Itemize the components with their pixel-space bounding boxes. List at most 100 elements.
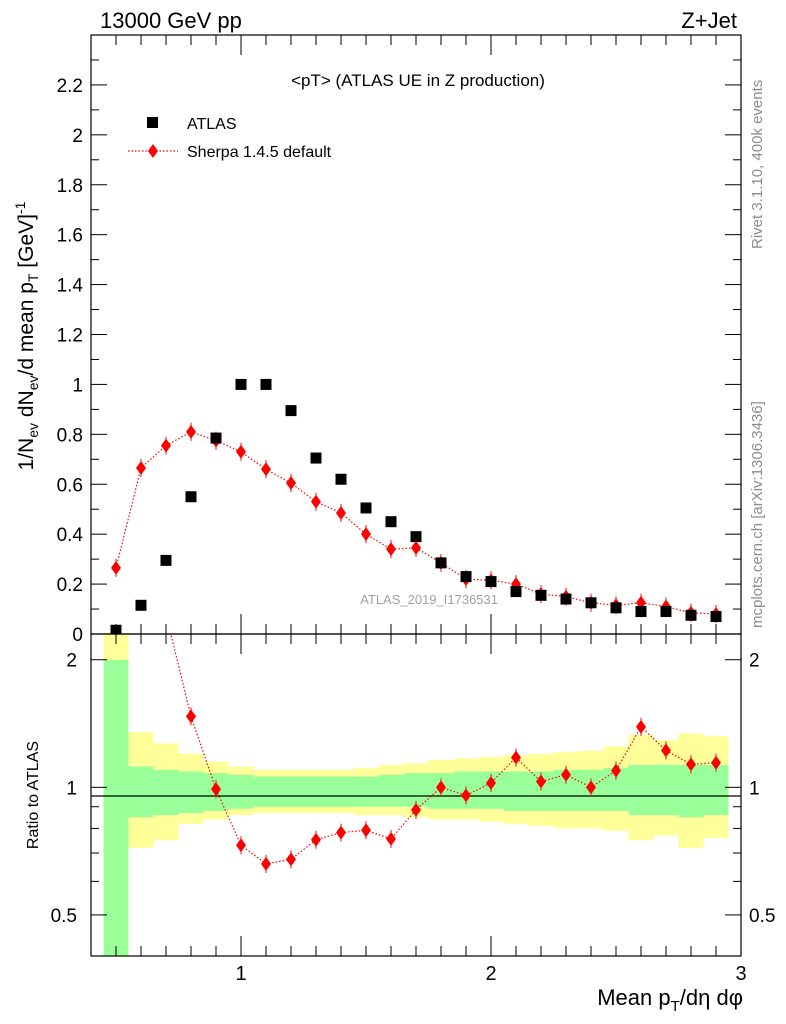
band-inner	[378, 774, 404, 807]
ratio-y-tick-label: 0.5	[51, 906, 77, 927]
main-y-tick-label: 0.2	[57, 575, 83, 596]
mc-point-main	[311, 494, 321, 509]
mc-point-ratio	[436, 780, 446, 795]
mc-point-ratio	[211, 782, 221, 797]
atlas-point	[560, 593, 572, 605]
mc-point-main	[136, 461, 146, 476]
main-y-tick-label: 0.8	[57, 425, 83, 446]
mc-point-ratio	[336, 825, 346, 840]
band-inner	[228, 774, 254, 809]
mc-point-main	[261, 462, 271, 477]
band-inner	[678, 764, 704, 818]
atlas-point	[535, 589, 547, 601]
main-y-tick-label: 1.4	[57, 276, 84, 297]
ratio-y-axis-title: Ratio to ATLAS	[25, 741, 42, 849]
ratio-y-tick-label: 2	[66, 651, 77, 672]
atlas-point	[160, 554, 172, 566]
main-panel: 0 0.2 0.4 0.6 0.8 1 1.2 1.4 1.6 1.8 2 2.2 <pT> (ATL…	[12, 34, 742, 956]
main-y-tick-label: 1.8	[57, 176, 83, 197]
mc-point-main	[361, 527, 371, 542]
ratio-y-tick-label-right: 0.5	[749, 906, 775, 927]
atlas-point	[460, 571, 472, 583]
band-inner	[128, 766, 154, 818]
ratio-y-ticks: 0.5 0.5 1 1 2 2	[51, 651, 776, 927]
atlas-point	[635, 606, 647, 618]
mc-point-main	[161, 438, 171, 453]
atlas-point	[485, 576, 497, 588]
atlas-point	[585, 597, 597, 609]
x-tick-label: 1	[235, 963, 246, 985]
mc-point-ratio	[711, 755, 721, 770]
atlas-point	[610, 602, 622, 614]
mc-point-ratio	[661, 743, 671, 758]
plot-title: <pT> (ATLAS UE in Z production)	[291, 71, 545, 90]
mc-point-main	[236, 444, 246, 459]
mc-point-main	[336, 505, 346, 520]
band-inner	[153, 769, 179, 816]
main-y-tick-label: 1.2	[57, 326, 83, 347]
mc-point-ratio	[311, 832, 321, 847]
band-inner	[703, 764, 729, 816]
atlas-point	[360, 502, 372, 514]
x-tick-label: 2	[485, 963, 496, 985]
main-x-ticks	[115, 35, 742, 634]
legend-mc-label: Sherpa 1.4.5 default	[187, 144, 332, 161]
mc-point-ratio	[261, 856, 271, 871]
analysis-id: ATLAS_2019_I1736531	[360, 592, 498, 607]
uncertainty-bands	[103, 634, 729, 956]
mc-point-ratio	[411, 802, 421, 817]
band-inner	[503, 771, 529, 811]
beam-label: 13000 GeV pp	[100, 8, 242, 33]
mcplots-label: mcplots.cern.ch [arXiv:1306.3436]	[749, 401, 766, 628]
atlas-point	[385, 516, 397, 528]
band-inner	[103, 659, 129, 956]
x-tick-label: 3	[735, 963, 746, 985]
x-axis-title: Mean pT/dη dφ	[597, 985, 743, 1015]
atlas-point	[335, 473, 347, 485]
mc-point-ratio	[611, 763, 621, 778]
mc-point-main	[286, 476, 296, 491]
ratio-x-ticks: 1 2 3	[115, 634, 747, 985]
band-inner	[278, 776, 304, 807]
mc-point-ratio	[561, 767, 571, 782]
main-y-tick-label: 1	[72, 375, 83, 396]
main-y-tick-label: 2.2	[57, 76, 83, 97]
main-y-ticks: 0 0.2 0.4 0.6 0.8 1 1.2 1.4 1.6 1.8 2 2.2	[57, 34, 741, 646]
main-y-tick-label: 0.4	[57, 525, 84, 546]
atlas-point	[685, 609, 697, 621]
mc-point-main	[386, 542, 396, 557]
mc-point-ratio	[461, 788, 471, 803]
ratio-y-tick-label-right: 1	[749, 778, 760, 799]
mc-point-main	[186, 424, 196, 439]
legend: ATLAS Sherpa 1.4.5 default	[128, 116, 332, 161]
main-y-tick-label: 2	[72, 126, 83, 147]
atlas-point	[710, 611, 722, 623]
ratio-y-tick-label-right: 2	[749, 651, 760, 672]
main-y-axis-title: 1/Nev dNev/d mean pT [GeV]-1	[12, 201, 41, 470]
mc-point-ratio	[361, 823, 371, 838]
band-inner	[328, 776, 354, 807]
atlas-point	[510, 586, 522, 598]
atlas-point	[210, 432, 222, 444]
band-inner	[303, 776, 329, 807]
band-inner	[628, 764, 654, 816]
atlas-point	[185, 491, 197, 503]
main-y-tick-label: 0	[72, 625, 83, 646]
legend-atlas-label: ATLAS	[187, 116, 237, 133]
band-inner	[653, 764, 679, 816]
atlas-point	[135, 599, 147, 611]
atlas-point	[435, 557, 447, 569]
mc-point-ratio	[236, 838, 246, 853]
atlas-point	[310, 452, 322, 464]
data-series-main	[110, 378, 722, 634]
mc-series-ratio	[170, 634, 721, 873]
main-y-tick-label: 1.6	[57, 226, 83, 247]
mc-point-ratio	[186, 709, 196, 724]
mc-point-ratio	[686, 757, 696, 772]
legend-mc-marker	[148, 144, 158, 158]
mc-line-main	[115, 431, 717, 615]
ratio-y-tick-label: 1	[66, 778, 77, 799]
mc-point-main	[411, 540, 421, 555]
atlas-point	[260, 378, 272, 390]
mc-point-ratio	[586, 780, 596, 795]
